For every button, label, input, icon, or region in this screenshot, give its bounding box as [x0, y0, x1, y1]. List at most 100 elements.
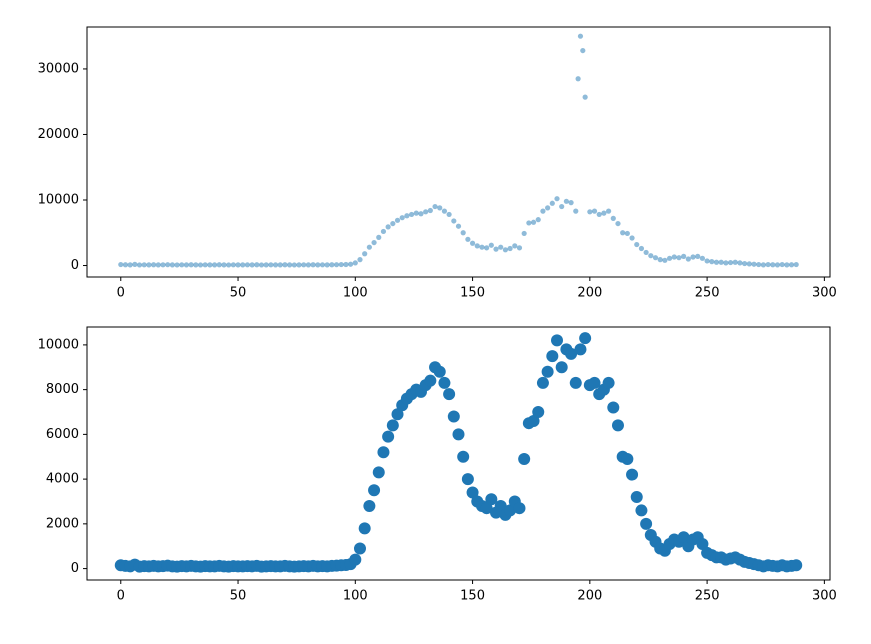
x-tick-label: 200: [577, 589, 602, 604]
point: [634, 241, 640, 248]
point: [588, 376, 601, 389]
point: [258, 262, 265, 268]
point: [591, 208, 598, 214]
y-tick-label: 0: [71, 561, 79, 576]
point: [211, 262, 218, 268]
point: [530, 219, 537, 225]
point: [579, 332, 592, 345]
point: [541, 365, 554, 378]
point: [611, 419, 624, 432]
point: [315, 262, 321, 268]
point: [671, 254, 677, 260]
point: [513, 502, 526, 515]
point: [319, 262, 326, 268]
point: [155, 262, 161, 268]
point: [681, 253, 687, 259]
point: [502, 247, 509, 253]
x-tick-label: 150: [460, 286, 485, 301]
point: [362, 251, 368, 257]
x-tick-label: 150: [460, 589, 485, 604]
point: [643, 249, 649, 256]
point: [352, 260, 358, 266]
y-tick-label: 20000: [38, 127, 79, 142]
point: [790, 559, 803, 572]
point: [443, 388, 456, 401]
point: [699, 255, 706, 261]
point: [751, 261, 757, 267]
point: [169, 262, 175, 268]
point: [277, 262, 283, 268]
point: [353, 542, 366, 555]
point: [466, 486, 479, 499]
point: [615, 220, 621, 227]
point: [629, 235, 635, 241]
point: [638, 245, 645, 252]
point: [423, 209, 429, 215]
point: [368, 484, 381, 497]
point: [249, 262, 255, 268]
point: [573, 208, 579, 214]
point: [216, 262, 222, 268]
point: [386, 419, 399, 432]
point: [555, 361, 568, 374]
point: [160, 262, 166, 268]
point: [610, 215, 616, 221]
y-tick-label: 0: [71, 258, 79, 273]
x-tick-label: 300: [812, 589, 837, 604]
point: [545, 205, 551, 211]
point: [793, 261, 799, 268]
point: [640, 517, 653, 530]
point: [226, 262, 232, 268]
point: [709, 259, 715, 265]
x-tick-label: 50: [230, 286, 247, 301]
point: [291, 262, 297, 268]
point: [446, 211, 452, 218]
point: [432, 203, 438, 210]
point: [183, 262, 190, 268]
point: [151, 262, 157, 268]
point: [568, 200, 574, 206]
point: [132, 261, 138, 267]
point: [723, 260, 729, 266]
point: [518, 452, 531, 465]
point: [390, 220, 396, 227]
point: [532, 406, 545, 419]
point: [202, 262, 208, 268]
point: [540, 208, 546, 214]
point: [551, 334, 564, 347]
point: [310, 262, 316, 268]
point: [685, 256, 691, 262]
point: [704, 258, 710, 264]
point: [546, 350, 559, 363]
point: [526, 220, 532, 226]
point: [244, 262, 251, 268]
point: [662, 257, 668, 263]
point: [287, 262, 293, 268]
point: [559, 203, 565, 210]
point: [569, 376, 582, 389]
point: [408, 211, 415, 218]
point: [690, 254, 696, 260]
point: [582, 94, 588, 100]
point: [521, 230, 527, 237]
point: [621, 452, 634, 465]
point: [624, 230, 630, 237]
point: [455, 223, 462, 229]
point: [498, 244, 504, 250]
point: [438, 376, 451, 389]
point: [136, 262, 143, 268]
point: [770, 262, 776, 268]
point: [742, 260, 748, 267]
point: [469, 240, 476, 246]
x-tick-label: 250: [695, 589, 720, 604]
point: [563, 198, 569, 204]
point: [427, 207, 433, 214]
point: [536, 376, 549, 389]
point: [451, 218, 457, 224]
point: [549, 200, 555, 206]
point: [635, 504, 648, 517]
point: [784, 262, 790, 268]
point: [358, 522, 371, 535]
x-tick-label: 200: [577, 286, 602, 301]
